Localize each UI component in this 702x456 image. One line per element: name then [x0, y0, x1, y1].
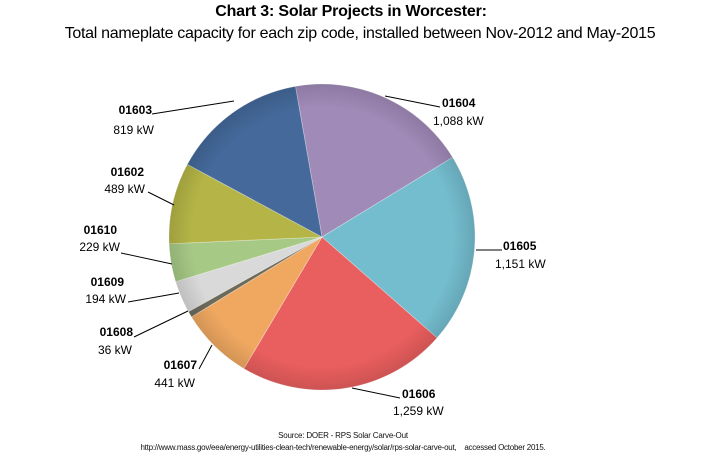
leader-line-01604 [384, 95, 441, 108]
chart-title: Chart 3: Solar Projects in Worcester: [215, 3, 487, 20]
slice-label-01607: 01607 [164, 358, 198, 372]
leader-lines [120, 95, 502, 399]
slice-label-01608: 01608 [100, 325, 134, 339]
slice-value-01608: 36 kW [98, 343, 133, 357]
slice-value-01610: 229 kW [79, 240, 120, 254]
slice-value-01609: 194 kW [85, 292, 126, 306]
source-url: http://www.mass.gov/eea/energy-utilities… [140, 443, 546, 452]
slice-label-01605: 01605 [503, 239, 537, 253]
slice-value-01605: 1,151 kW [495, 257, 546, 271]
chart-subtitle: Total nameplate capacity for each zip co… [64, 25, 656, 42]
leader-line-01607 [198, 344, 213, 370]
slice-value-01606: 1,259 kW [393, 404, 444, 418]
slice-value-01604: 1,088 kW [433, 114, 484, 128]
leader-line-01606 [351, 387, 401, 399]
slice-label-01609: 01609 [91, 275, 125, 289]
slice-value-01603: 819 kW [113, 123, 154, 137]
source-note: Source: DOER - RPS Solar Carve-Out [278, 431, 408, 440]
slice-label-01604: 01604 [442, 96, 476, 110]
slice-value-01602: 489 kW [104, 182, 145, 196]
slice-value-01607: 441 kW [154, 376, 195, 390]
slice-label-01606: 01606 [402, 387, 436, 401]
slice-label-01602: 01602 [111, 165, 145, 179]
slice-label-01610: 01610 [84, 223, 118, 237]
slice-labels: 01604 1,088 kW 01605 1,151 kW 01606 1,259 kW 0… [79, 96, 546, 418]
slice-label-01603: 01603 [119, 103, 153, 117]
leader-line-01603 [151, 100, 235, 115]
leader-line-01602 [147, 191, 175, 206]
leader-line-01609 [127, 292, 180, 303]
leader-line-01610 [120, 252, 173, 265]
pie-slices [168, 83, 476, 391]
pie-chart: 01604 1,088 kW 01605 1,151 kW 01606 1,259 kW 0… [79, 83, 546, 418]
leader-line-01608 [133, 310, 189, 338]
